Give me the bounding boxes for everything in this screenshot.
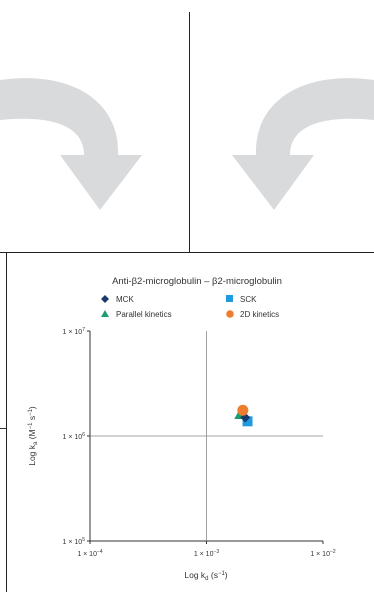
x-axis-label: Log kd (s−1) [184, 570, 227, 582]
x-tick-label: 1 × 10−4 [77, 549, 103, 558]
chart-title: Anti-β2-microglobulin – β2-microglobulin [112, 276, 282, 287]
y-label-prefix: Log k [27, 444, 37, 466]
y-label-suffix: (M [27, 429, 37, 441]
y-tick-label: 1 × 106 [63, 432, 86, 441]
y-label-sup2: −1 [28, 408, 34, 416]
curved-arrow-left-shape [0, 78, 142, 210]
legend-label-2d: 2D kinetics [240, 310, 279, 319]
legend-marker-mck-diamond [101, 295, 109, 303]
divider-vertical [189, 12, 190, 252]
x-label-prefix: Log k [184, 570, 206, 580]
kinetics-scatter-chart: Anti-β2-microglobulin – β2-microglobulin… [27, 276, 336, 582]
y-label-mid: s [27, 416, 37, 423]
divider-left [6, 252, 7, 592]
legend-item-parallel: Parallel kinetics [101, 310, 172, 319]
curved-arrow-right-shape [232, 78, 374, 210]
x-tick-label: 1 × 10−3 [194, 549, 220, 558]
x-label-sup: −1 [218, 571, 226, 577]
curved-arrow-left-icon [0, 78, 142, 210]
legend-label-parallel: Parallel kinetics [116, 310, 172, 319]
legend-item-mck: MCK [101, 295, 134, 304]
y-axis-label: Log ka (M−1 s−1) [27, 406, 39, 466]
legend-label-sck: SCK [240, 295, 257, 304]
y-tick-label: 1 × 105 [63, 537, 86, 546]
y-label-sup: −1 [28, 422, 34, 430]
data-points [234, 404, 253, 427]
data-point-2d-kinetics [237, 404, 249, 416]
legend: MCK SCK Parallel kinetics 2D kinetics [101, 295, 279, 319]
x-label-suffix: (s [209, 570, 218, 580]
y-label-sub: a [33, 441, 39, 445]
divider-horizontal [0, 252, 374, 253]
legend-item-2d: 2D kinetics [226, 310, 279, 319]
legend-marker-sck-square [226, 295, 233, 302]
data-point-sck [242, 416, 253, 427]
divider-stub [0, 428, 6, 429]
y-tick-label: 1 × 107 [63, 327, 86, 336]
legend-marker-parallel-triangle [101, 310, 109, 317]
x-label-end: ) [225, 570, 228, 580]
legend-label-mck: MCK [116, 295, 134, 304]
legend-item-sck: SCK [226, 295, 257, 304]
curved-arrow-right-icon [232, 78, 374, 210]
x-tick-label: 1 × 10−2 [310, 549, 336, 558]
axis-ticks: 1 × 10−4 1 × 10−3 1 × 10−2 1 × 105 1 × 106 1 … [63, 327, 336, 558]
legend-marker-2d-circle [226, 310, 234, 318]
y-label-end: ) [27, 406, 37, 409]
x-label-sub: d [205, 576, 208, 582]
